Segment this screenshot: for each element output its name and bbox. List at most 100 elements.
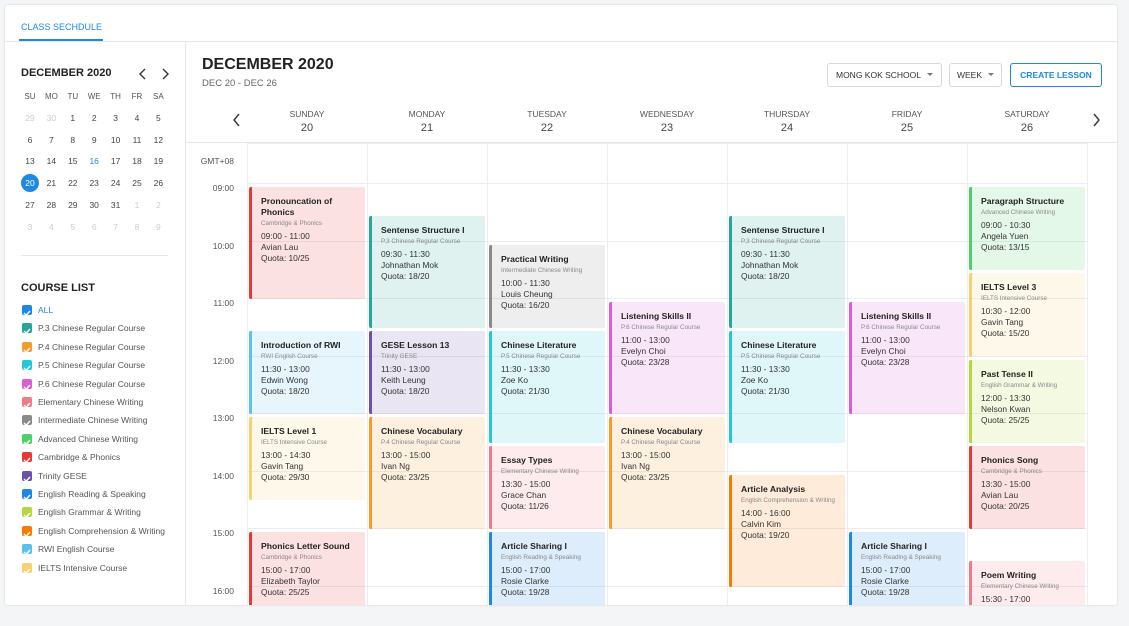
calendar-day[interactable]: 19 [153, 156, 164, 167]
course-checkbox[interactable] [22, 489, 32, 501]
tab[interactable]: CLASS SECHDULE [21, 22, 103, 32]
calendar-day[interactable]: 2 [91, 113, 97, 123]
next-week[interactable] [1091, 112, 1103, 128]
calendar-day[interactable]: 17 [110, 156, 121, 167]
course-checkbox[interactable] [22, 415, 32, 427]
calendar-day[interactable]: 3 [27, 221, 33, 232]
course-checkbox[interactable] [22, 341, 32, 354]
month-nav[interactable] [137, 67, 177, 81]
event[interactable]: Introduction of RWI RWI English Course 11:… [249, 330, 365, 414]
event[interactable]: Poem Writing Elementary Chinese Writing 15… [969, 560, 1085, 605]
calendar-day[interactable]: 13 [25, 156, 35, 167]
calendar-day[interactable]: 3 [113, 113, 118, 123]
event[interactable]: Chinese Literature P.5 Chinese Regular Co… [729, 330, 845, 443]
event-time: 13:00 - 14:30 [261, 450, 311, 460]
event-quota: Quota: 18/20 [381, 385, 430, 396]
event-title: Article Sharing I [861, 541, 927, 551]
prev-week[interactable] [231, 112, 243, 128]
calendar-day[interactable]: 4 [134, 113, 140, 123]
calendar-day[interactable]: 5 [70, 221, 76, 232]
course-checkbox[interactable] [22, 305, 32, 317]
view-select[interactable]: WEEK [949, 63, 1002, 87]
event[interactable]: Practical Writing Intermediate Chinese Wr… [489, 244, 605, 328]
calendar-day[interactable]: 16 [89, 156, 99, 167]
event[interactable]: Past Tense II English Grammar & Writing 12… [969, 359, 1085, 443]
event-time: 09:30 - 11:30 [741, 248, 790, 259]
calendar-day[interactable]: 15 [68, 156, 78, 167]
calendar-day[interactable]: 6 [27, 134, 33, 145]
event-time: 11:30 - 13:30 [501, 363, 550, 374]
event[interactable]: GESE Lesson 13 Trinity GESE 11:30 - 13:00 K… [369, 330, 485, 414]
calendar-day[interactable]: 7 [113, 221, 118, 232]
event[interactable]: Article Sharing I English Reading & Speak… [849, 532, 965, 605]
course-checkbox[interactable] [22, 525, 32, 538]
event[interactable]: Listening Skills II P.6 Chinese Regular C… [849, 302, 965, 414]
calendar-day[interactable]: 26 [153, 178, 164, 189]
event-title: Chinese Literature [741, 339, 817, 350]
calendar-day[interactable]: 31 [110, 199, 121, 210]
event-teacher: Rosie Clarke [501, 576, 549, 586]
check [23, 512, 31, 519]
create-button[interactable]: CREATE LESSON [1010, 63, 1102, 87]
calendar-day[interactable]: 1 [70, 113, 76, 123]
calendar-day[interactable]: 9 [91, 134, 97, 145]
event[interactable]: Chinese Literature P.5 Chinese Regular Co… [489, 330, 605, 443]
calendar-day[interactable]: 23 [89, 178, 99, 189]
event[interactable]: Chinese Vocabulary P.4 Chinese Regular Co… [609, 417, 725, 529]
school-select[interactable]: MONG KOK SCHOOL [827, 63, 942, 87]
calendar-day[interactable]: 24 [110, 178, 121, 189]
calendar-day[interactable]: 6 [91, 221, 97, 232]
event[interactable]: Chinese Vocabulary P.4 Chinese Regular Co… [369, 417, 485, 529]
event-teacher: Zoe Ko [741, 374, 769, 385]
event[interactable]: Article Analysis English Comprehension & … [729, 474, 845, 587]
calendar-day[interactable]: 12 [153, 134, 164, 145]
calendar-day[interactable]: 1 [134, 199, 140, 210]
calendar-day[interactable]: 14 [46, 156, 57, 167]
calendar-day[interactable]: 9 [156, 221, 161, 232]
calendar-day[interactable]: 29 [68, 199, 78, 210]
course-checkbox[interactable] [22, 507, 32, 519]
course-checkbox[interactable] [22, 360, 32, 372]
course-checkbox[interactable] [22, 470, 32, 482]
calendar-day[interactable]: 8 [134, 221, 140, 232]
event-time: 13:00 - 15:00 [621, 450, 671, 460]
event[interactable]: IELTS Level 1 IELTS Intensive Course 13:00… [249, 417, 365, 501]
calendar-day[interactable]: 11 [132, 134, 142, 145]
event[interactable]: Pronouncation of Phonics Cambridge & Phon… [249, 187, 365, 299]
calendar-day[interactable]: 22 [68, 178, 78, 189]
calendar-day[interactable]: 30 [89, 199, 99, 210]
event[interactable]: Essay Types Elementary Chinese Writing 13:… [489, 445, 605, 529]
calendar-day[interactable]: 7 [49, 134, 54, 145]
calendar-day[interactable]: 28 [46, 199, 57, 210]
calendar-day[interactable]: 21 [46, 178, 57, 189]
calendar-day[interactable]: 10 [110, 134, 121, 145]
course-checkbox[interactable] [22, 452, 32, 464]
calendar-day[interactable]: 4 [49, 221, 54, 232]
event[interactable]: Listening Skills II P.6 Chinese Regular C… [609, 302, 725, 414]
event-course: English Comprehension & Writing [741, 496, 836, 504]
event[interactable]: IELTS Level 3 IELTS Intensive Course 10:30… [969, 273, 1085, 357]
calendar-day[interactable]: 5 [156, 113, 161, 123]
calendar-day[interactable]: 20 [21, 174, 39, 193]
calendar-day[interactable]: 25 [132, 178, 142, 189]
course-checkbox[interactable] [22, 544, 32, 556]
calendar-day[interactable]: 27 [25, 199, 35, 210]
event[interactable]: Sentense Structure I P.3 Chinese Regular … [729, 215, 845, 328]
check [23, 439, 31, 446]
event[interactable]: Sentense Structure I P.3 Chinese Regular … [369, 215, 485, 328]
event-quota: Quota: 16/20 [501, 299, 550, 310]
event[interactable]: Phonics Song Cambridge & Phonics 13:30 - 1… [969, 445, 1085, 529]
course-checkbox[interactable] [22, 323, 32, 335]
course-checkbox[interactable] [22, 378, 32, 390]
calendar-day[interactable]: 8 [70, 134, 76, 145]
course-checkbox[interactable] [22, 433, 32, 446]
calendar-day[interactable]: 30 [46, 113, 57, 123]
calendar-day[interactable]: 29 [25, 113, 35, 123]
course-checkbox[interactable] [22, 397, 32, 409]
event[interactable]: Article Sharing I English Reading & Speak… [489, 532, 605, 605]
course-checkbox[interactable] [22, 562, 32, 574]
calendar-day[interactable]: 18 [132, 156, 142, 167]
event[interactable]: Paragraph Structure Advanced Chinese Writ… [969, 187, 1085, 271]
calendar-day[interactable]: 2 [156, 199, 161, 210]
event[interactable]: Phonics Letter Sound Cambridge & Phonics 1… [249, 532, 365, 605]
